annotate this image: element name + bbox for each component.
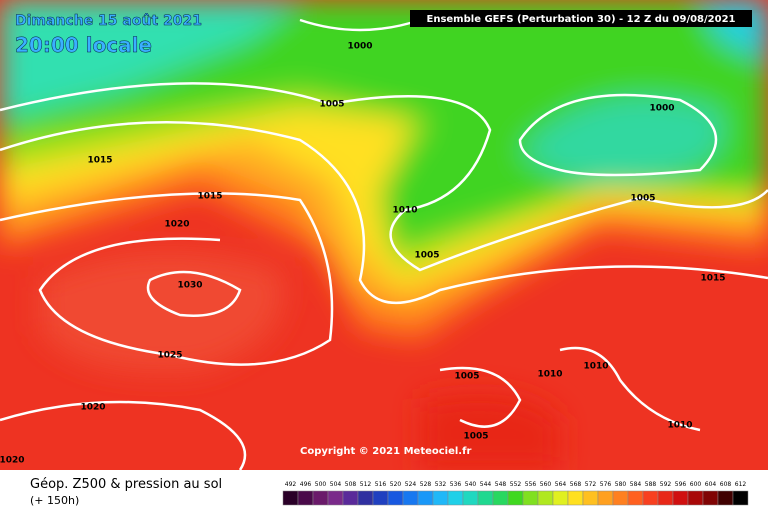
isobar-label: 1010 [583,362,608,372]
isobar-label: 1015 [87,156,112,166]
isobar-label: 1005 [463,432,488,442]
isobar-label: 1010 [392,206,417,216]
legend-swatch [627,490,644,506]
legend-label: 596 [675,481,687,488]
legend-label: 552 [510,481,522,488]
legend-swatch [657,490,674,506]
legend-label: 612 [735,481,747,488]
legend-label: 576 [600,481,612,488]
legend-label: 500 [315,481,327,488]
isobar-label: 1000 [347,42,372,52]
legend-swatch [402,490,419,506]
legend-swatch [282,490,299,506]
legend-swatch [342,490,359,506]
legend-swatch [537,490,554,506]
legend-swatch [417,490,434,506]
legend-label: 592 [660,481,672,488]
copyright: Copyright © 2021 Meteociel.fr [300,446,471,457]
legend-label: 600 [690,481,702,488]
legend-swatch [612,490,629,506]
product: Géop. Z500 & pression au sol [30,477,222,492]
legend-label: 544 [480,481,492,488]
legend-label: 560 [540,481,552,488]
legend-swatch [327,490,344,506]
legend-swatch [357,490,374,506]
legend-swatch [447,490,464,506]
legend-label: 508 [345,481,357,488]
isobar-label: 1020 [164,220,189,230]
header-band [410,10,752,27]
legend-swatch [582,490,599,506]
isobar-label: 1020 [80,403,105,413]
isobar-label: 1010 [537,370,562,380]
legend-label: 512 [360,481,372,488]
z500-field [0,0,768,470]
legend-label: 572 [585,481,597,488]
legend-label: 604 [705,481,717,488]
legend-swatch [687,490,704,506]
isobar-label: 1005 [319,100,344,110]
lead-time: (+ 150h) [30,494,79,507]
legend-swatch [702,490,719,506]
legend-label: 528 [420,481,432,488]
legend-label: 556 [525,481,537,488]
isobar-label: 1020 [0,456,25,466]
legend-label: 568 [570,481,582,488]
isobar-label: 1005 [630,194,655,204]
isobars [0,18,768,471]
legend-swatch [597,490,614,506]
legend-swatch [672,490,689,506]
legend-label: 536 [450,481,462,488]
legend-label: 564 [555,481,567,488]
time: 20:00 locale [15,33,152,57]
legend-label: 588 [645,481,657,488]
legend-swatch [642,490,659,506]
isobar-label: 1010 [667,421,692,431]
legend-swatch [567,490,584,506]
legend-swatch [372,490,389,506]
legend-label: 532 [435,481,447,488]
isobar-label: 1015 [197,192,222,202]
isobar-label: 1025 [157,351,182,361]
isobar-label: 1005 [454,372,479,382]
isobar-label: 1030 [177,281,202,291]
legend-label: 540 [465,481,477,488]
date: Dimanche 15 août 2021 [15,13,202,29]
legend-swatch [492,490,509,506]
legend-label: 516 [375,481,387,488]
model-info: Ensemble GEFS (Perturbation 30) - 12 Z d… [427,14,736,25]
legend-swatch [297,490,314,506]
legend-label: 520 [390,481,402,488]
legend-swatch [462,490,479,506]
legend-label: 524 [405,481,417,488]
legend-swatch [432,490,449,506]
legend-swatch [522,490,539,506]
isobar-label: 1015 [700,274,725,284]
legend-swatch [717,490,734,506]
legend-label: 608 [720,481,732,488]
legend-label: 548 [495,481,507,488]
isobar-labels: 1000 1005 1015 1015 1020 1030 1025 1020 1020 1010… [0,42,726,466]
legend: 492 496 500 504 508 512 516 520 524 528 532 536 540 5… [282,481,749,506]
legend-swatch [477,490,494,506]
legend-label: 580 [615,481,627,488]
legend-swatch [387,490,404,506]
isobar-label: 1000 [649,104,674,114]
legend-label: 496 [300,481,312,488]
legend-label: 504 [330,481,342,488]
legend-swatch [507,490,524,506]
legend-label: 584 [630,481,642,488]
legend-swatch [312,490,329,506]
isobar-label: 1005 [414,251,439,261]
legend-label: 492 [285,481,297,488]
legend-swatch [552,490,569,506]
legend-swatch [732,490,749,506]
